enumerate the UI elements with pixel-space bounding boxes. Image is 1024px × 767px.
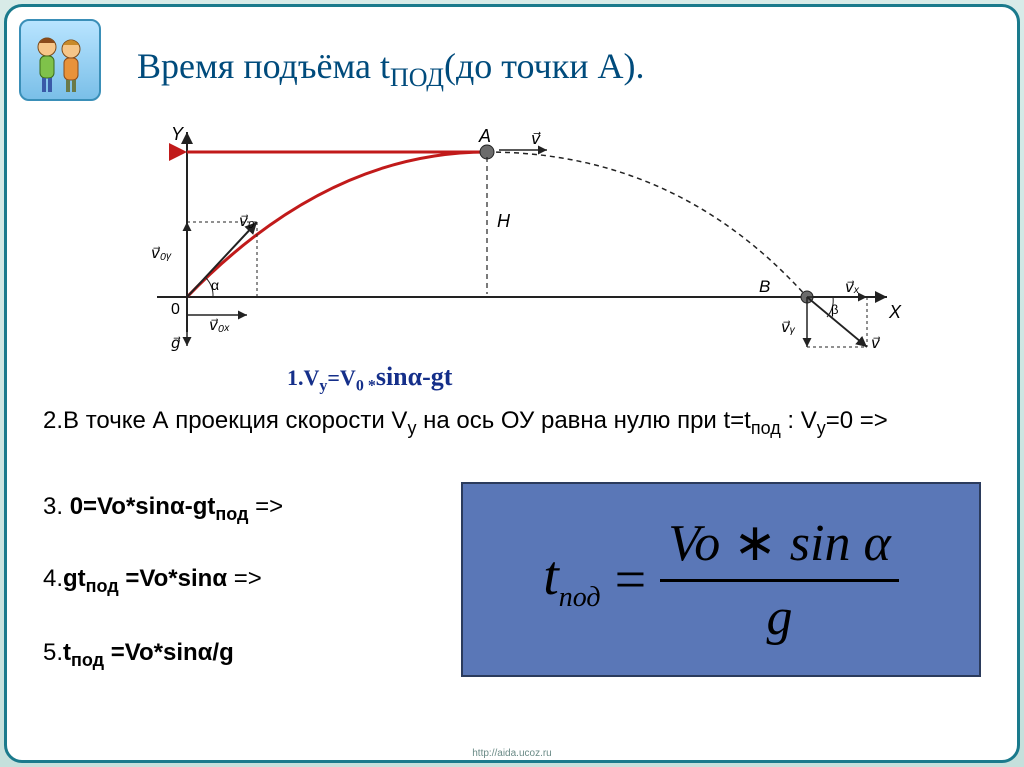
l3-post: =>	[248, 493, 283, 520]
eq1-pre: 1.V	[287, 365, 319, 390]
v-apex-label: v⃗	[531, 131, 541, 148]
eq1-sub2: 0 *	[356, 377, 376, 394]
l2-mid2: : V	[781, 407, 817, 434]
title-sub: ПОД	[390, 63, 444, 92]
eq1-mid: =V	[327, 365, 355, 390]
g-label: g⃗	[171, 335, 181, 352]
l4-pre: 4.	[43, 565, 63, 592]
formula-numerator: Vo ∗ sin α	[660, 513, 899, 573]
equation-1: 1.Vy=V0 *sinα-gt	[287, 362, 452, 395]
l5-bold-a: t	[63, 639, 71, 666]
trajectory-diagram: Y X 0 A v⃗ H α v⃗₀ v⃗₀ᵧ v⃗₀ₓ g⃗	[127, 122, 907, 352]
trajectory-up	[187, 152, 487, 297]
l4-bold-b: =Vo*sinα	[119, 565, 227, 592]
fraction-bar	[660, 579, 899, 582]
trajectory-down	[487, 152, 807, 297]
result-formula-box: tпод = Vo ∗ sin α g	[461, 482, 981, 677]
slide-icon	[19, 19, 101, 101]
height-label: H	[497, 211, 511, 231]
vfinal-label: v⃗	[871, 335, 881, 352]
beta-label: β	[831, 302, 838, 317]
l2-mid: на ось ОУ равна нулю при t=t	[416, 407, 750, 434]
l5-bold-b: =Vo*sinα/g	[104, 639, 234, 666]
point-b-label: B	[759, 277, 770, 296]
title-pre: Время подъёма t	[137, 46, 390, 86]
alpha-label: α	[211, 277, 219, 293]
l3-bold: 0=Vo*sinα-gt	[70, 493, 216, 520]
derivation-step-5: 5.tпод =Vo*sinα/g	[43, 639, 234, 671]
l5-pre: 5.	[43, 639, 63, 666]
point-a-label: A	[478, 126, 491, 146]
l5-sub: под	[71, 650, 104, 670]
equals-sign: =	[615, 548, 647, 612]
l2-sub3: y	[817, 418, 826, 438]
derivation-step-3: 3. 0=Vo*sinα-gtпод =>	[43, 493, 283, 525]
l4-sub: под	[86, 576, 119, 596]
l2-pre: 2.В точке А проекция скорости V	[43, 407, 407, 434]
l2-post: =0 =>	[826, 407, 888, 434]
l4-bold-a: gt	[63, 565, 86, 592]
origin-label: 0	[171, 301, 180, 318]
v0x-label: v⃗₀ₓ	[209, 317, 230, 334]
vx-label: v⃗ₓ	[845, 279, 860, 296]
slide-title: Время подъёма tПОД(до точки А).	[137, 45, 977, 93]
axis-y-label: Y	[171, 124, 185, 144]
formula-lhs-t: t	[543, 545, 559, 607]
formula-lhs: tпод	[543, 544, 600, 614]
l3-sub: под	[215, 504, 248, 524]
title-post: (до точки А).	[444, 46, 644, 86]
formula-fraction: Vo ∗ sin α g	[660, 513, 899, 647]
v0y-label: v⃗₀ᵧ	[151, 245, 172, 262]
result-formula: tпод = Vo ∗ sin α g	[543, 513, 899, 647]
derivation-step-4: 4.gtпод =Vo*sinα =>	[43, 565, 262, 597]
axis-x-label: X	[888, 302, 902, 322]
kids-icon	[25, 29, 95, 99]
l3-pre: 3.	[43, 493, 70, 520]
vy-label: v⃗ᵧ	[781, 319, 796, 336]
l2-sub2: под	[751, 418, 781, 438]
l4-post: =>	[227, 565, 262, 592]
eq1-tail: sinα-gt	[376, 362, 453, 391]
formula-lhs-sub: под	[559, 583, 601, 614]
point-a	[480, 145, 494, 159]
slide-frame: Время подъёма tПОД(до точки А). Y X 0 A …	[4, 4, 1020, 763]
formula-denominator: g	[758, 588, 800, 647]
footer-url: http://aida.ucoz.ru	[472, 748, 552, 759]
derivation-step-2: 2.В точке А проекция скорости V y на ось …	[43, 405, 981, 440]
v0-label: v⃗₀	[239, 213, 254, 230]
